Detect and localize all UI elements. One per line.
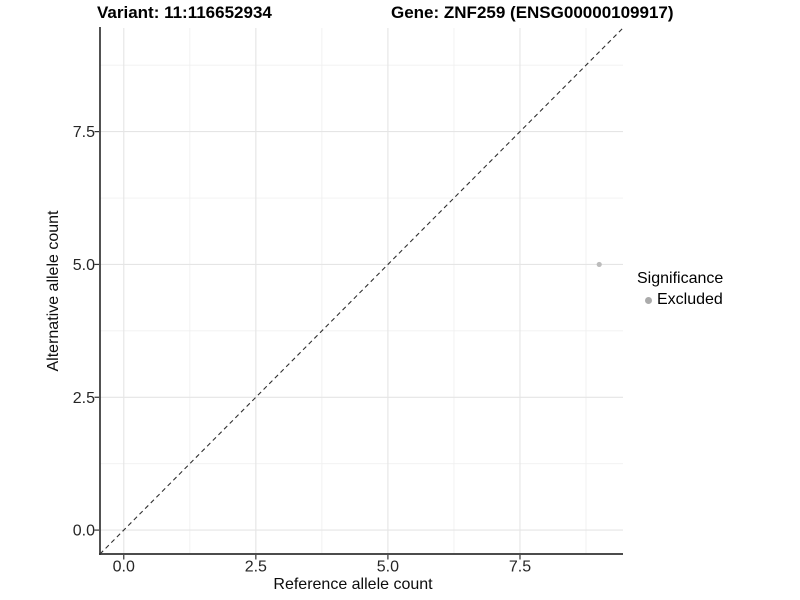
y-tick-label: 5.0: [73, 257, 95, 274]
legend-entry-label: Excluded: [657, 291, 723, 308]
plot-title-gene: Gene: ZNF259 (ENSG00000109917): [391, 3, 674, 22]
x-tick-label: 2.5: [245, 559, 267, 576]
x-tick-label: 7.5: [509, 559, 531, 576]
y-tick-label: 2.5: [73, 390, 95, 407]
y-tick-label: 0.0: [73, 523, 95, 540]
x-tick-label: 5.0: [377, 559, 399, 576]
legend: Significance Excluded: [637, 270, 723, 309]
y-axis-title: Alternative allele count: [45, 210, 62, 372]
legend-entry-excluded: Excluded: [645, 291, 723, 309]
data-point: [596, 261, 602, 268]
x-axis-title: Reference allele count: [273, 576, 433, 593]
y-tick-label: 7.5: [73, 124, 95, 141]
legend-title: Significance: [637, 270, 724, 287]
identity-dashed-line: [99, 27, 624, 555]
x-tick-label: 0.0: [113, 559, 135, 576]
legend-key-dot: [645, 296, 652, 304]
plot-title-variant: Variant: 11:116652934: [97, 3, 272, 22]
